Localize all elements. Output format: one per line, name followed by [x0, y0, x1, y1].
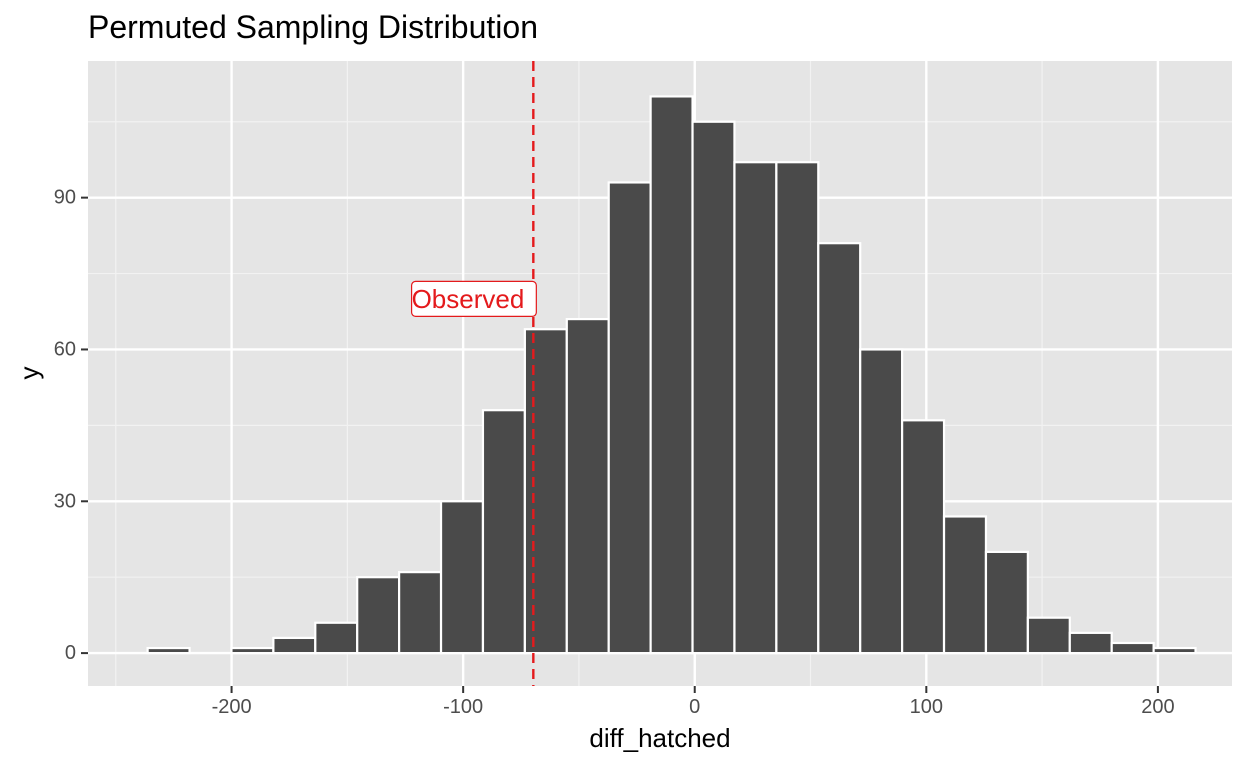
x-tick-label: -200 [212, 696, 252, 718]
x-axis-title: diff_hatched [589, 723, 730, 753]
histogram-bar [398, 571, 443, 655]
y-tick-label: 60 [54, 338, 76, 360]
y-tick-label: 30 [54, 490, 76, 512]
histogram-bar [901, 419, 946, 655]
observed-label-box [410, 280, 537, 317]
histogram-bar [1110, 641, 1155, 655]
histogram-bar [565, 317, 610, 655]
histogram-bar [775, 161, 820, 655]
y-tick-label: 90 [54, 187, 76, 209]
histogram-bar [1026, 616, 1071, 655]
x-tick-label: -100 [443, 696, 483, 718]
histogram-bar [859, 348, 904, 655]
histogram-bar [523, 328, 568, 655]
x-tick-label: 0 [689, 696, 700, 718]
y-tick-label: 0 [65, 642, 76, 664]
histogram-bar [942, 515, 988, 655]
histogram-bar [817, 242, 862, 655]
x-tick-label: 200 [1141, 696, 1174, 718]
histogram-bar [733, 161, 778, 655]
x-tick-label: 100 [910, 696, 943, 718]
histogram-bar [691, 120, 736, 655]
histogram-bars [146, 95, 1197, 655]
x-axis: -200 -100 0 100 200 [212, 686, 1175, 718]
histogram-bar [649, 95, 694, 655]
histogram-bar [984, 550, 1029, 655]
y-axis-title: y [14, 367, 44, 380]
histogram-bar [1152, 646, 1197, 655]
histogram-bar [607, 181, 652, 655]
histogram-bar [314, 621, 359, 655]
y-axis: 0 30 60 90 [54, 187, 88, 664]
observed-layer: Observed [410, 61, 537, 686]
histogram-bar [356, 576, 401, 655]
histogram-bar [481, 409, 526, 655]
histogram-bar [272, 636, 317, 655]
histogram-bar [146, 646, 191, 655]
histogram-bar [1068, 631, 1113, 655]
chart-title: Permuted Sampling Distribution [88, 9, 538, 45]
observed-label: Observed [412, 284, 525, 314]
histogram-bar [439, 500, 485, 655]
histogram-bar [230, 646, 275, 655]
